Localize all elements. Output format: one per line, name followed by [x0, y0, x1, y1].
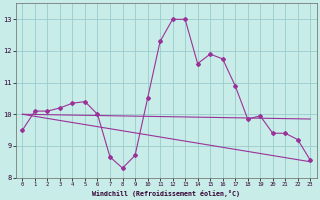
X-axis label: Windchill (Refroidissement éolien,°C): Windchill (Refroidissement éolien,°C): [92, 190, 240, 197]
